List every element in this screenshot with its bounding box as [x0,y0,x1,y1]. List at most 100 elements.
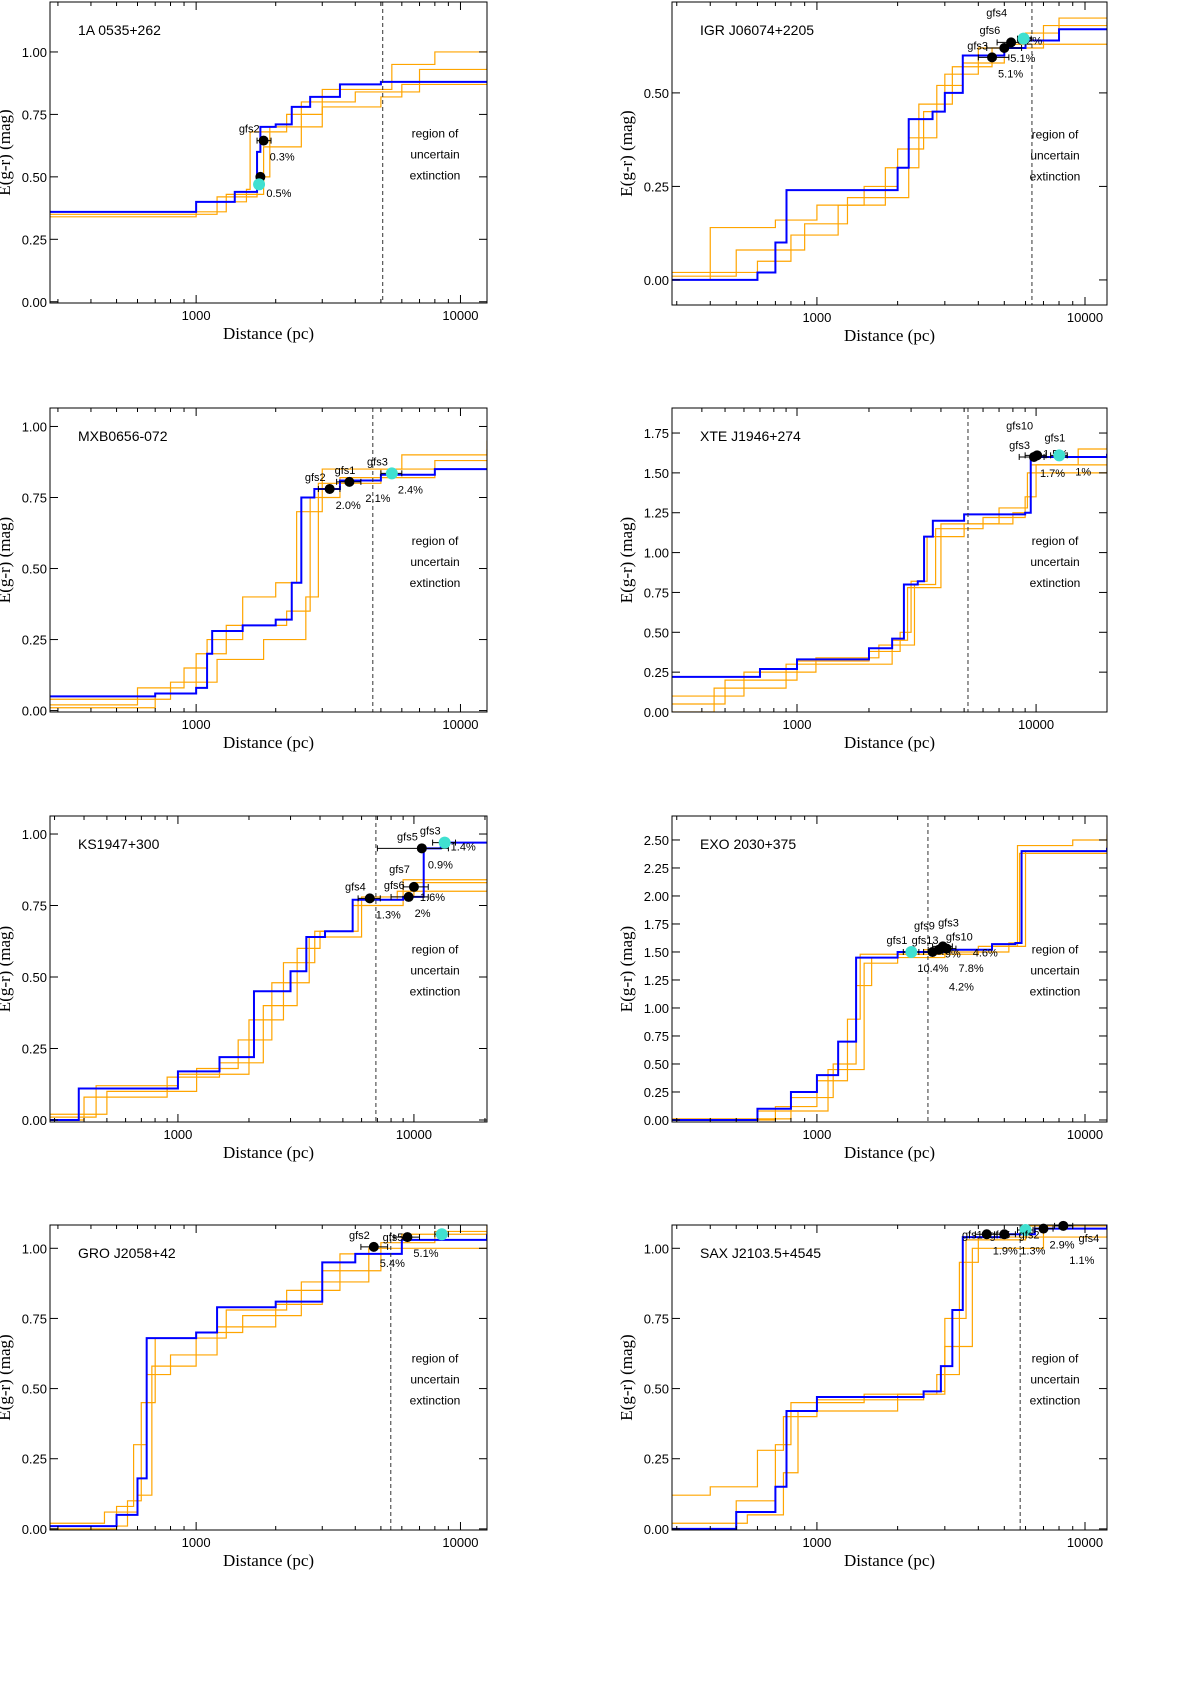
point-percent: 1.1% [1069,1255,1094,1267]
plot-area [672,1225,1107,1530]
y-tick-label: 1.75 [644,426,669,441]
y-tick-label: 0.75 [644,1311,669,1326]
point-label: gfs10 [1006,420,1033,432]
data-point [1019,1224,1032,1237]
x-tick-label: 10000 [442,717,478,732]
y-tick-label: 0.75 [644,585,669,600]
y-tick-label: 0.25 [22,1042,47,1057]
data-point-group: gfs3 4.2% [932,917,974,993]
data-point-group [1016,1224,1034,1237]
panel-title: XTE J1946+274 [700,428,801,444]
data-point [344,476,355,487]
data-point-group: gfs2 2.9% [1019,1223,1075,1252]
y-tick-label: 0.75 [22,899,47,914]
data-point [999,43,1010,54]
point-label: gfs6 [980,25,1001,37]
data-point-group [434,1228,449,1241]
data-point [1032,450,1043,461]
region-label: region of [412,126,459,140]
axes-frame [49,407,488,713]
point-label: gfs2 [305,472,326,484]
point-label: gfs2 [1019,1230,1040,1242]
point-label: gfs9 [914,921,935,933]
x-tick-label: 10000 [1018,717,1054,732]
axes-frame [671,1224,1108,1531]
data-point [324,483,335,494]
region-label: region of [1032,127,1079,141]
data-point [1053,449,1066,462]
data-point-group: gfs4 1.3% [345,881,401,921]
point-percent: 10.4% [917,963,948,975]
data-point-group [253,178,266,191]
x-axis-label: Distance (pc) [844,1143,935,1162]
point-percent: 1.4% [451,842,476,854]
data-point-group: gfs5 1.3% [990,1229,1046,1257]
y-axis-label: E(g-r) (mag) [0,517,14,603]
data-point [435,1228,448,1241]
y-tick-label: 0.75 [22,1311,47,1326]
x-tick-label: 10000 [1067,1535,1103,1550]
point-percent: 4.6% [973,948,998,960]
sample-curve [50,888,487,1118]
data-point [253,178,266,191]
panel-title: KS1947+300 [78,836,160,852]
point-percent: 2.4% [398,484,423,496]
x-tick-label: 10000 [442,1535,478,1550]
point-percent: 1.6% [420,892,445,904]
point-percent: 0.3% [270,152,295,164]
x-tick-label: 1000 [163,1127,192,1142]
data-point-group: gfs1 1.9% [962,1229,1018,1257]
y-axis-label: E(g-r) (mag) [0,109,14,195]
x-tick-label: 1000 [182,308,211,323]
sample-curve [672,456,1107,712]
y-tick-label: 1.00 [644,1001,669,1016]
data-point-group: gfs6 2% [384,880,431,920]
data-point [1006,37,1017,48]
data-point [1038,1223,1049,1234]
y-tick-label: 0.50 [644,625,669,640]
x-tick-label: 1000 [802,1535,831,1550]
region-label: extinction [1030,576,1081,590]
region-label: uncertain [1030,555,1079,569]
y-tick-label: 1.00 [644,546,669,561]
y-tick-label: 1.25 [644,506,669,521]
region-label: extinction [1030,169,1081,183]
sample-curve [50,64,487,215]
region-label: uncertain [410,1372,459,1386]
data-point [408,881,419,892]
x-axis-label: Distance (pc) [844,1551,935,1570]
panel-8: 1000 10000 0.00 0.25 0.50 0.75 1.00 Distance (p… [617,1220,1108,1570]
data-point [987,52,998,63]
y-tick-label: 0.00 [644,705,669,720]
point-label: gfs1 [962,1229,983,1241]
point-percent: 1% [1075,466,1091,478]
panel-6: 1000 10000 0.00 0.25 0.50 0.75 1.00 1.25 1.50 1.7… [617,815,1108,1162]
data-point [999,1229,1010,1240]
region-label: extinction [410,168,461,182]
point-percent: 0.5% [266,188,291,200]
data-point-group: gfs3 5.1% [967,40,1023,80]
y-tick-label: 1.00 [22,1241,47,1256]
region-label: uncertain [410,147,459,161]
point-percent: 1.3% [376,909,401,921]
region-label: extinction [410,1393,461,1407]
y-axis-label: E(g-r) (mag) [0,1334,14,1420]
axes-frame [49,815,488,1123]
x-axis-label: Distance (pc) [844,326,935,345]
point-percent: 5.1% [1010,53,1035,65]
x-tick-label: 1000 [182,717,211,732]
panel-title: MXB0656-072 [78,428,168,444]
x-tick-label: 1000 [802,1127,831,1142]
y-axis-label: E(g-r) (mag) [617,926,636,1012]
data-point-group: gfs6 5.1% [980,25,1036,65]
panel-title: IGR J06074+2205 [700,22,814,38]
data-point [385,467,398,480]
panel-1: 1000 10000 0.00 0.25 0.50 0.75 1.00 Distance (p… [0,1,488,343]
y-tick-label: 1.50 [644,945,669,960]
y-tick-label: 0.00 [644,1522,669,1537]
point-label: gfs3 [938,917,959,929]
axes-frame [671,407,1108,713]
y-tick-label: 0.75 [22,490,47,505]
data-point-group: gfs4 1.1% [1054,1220,1099,1267]
x-axis-label: Distance (pc) [223,733,314,752]
